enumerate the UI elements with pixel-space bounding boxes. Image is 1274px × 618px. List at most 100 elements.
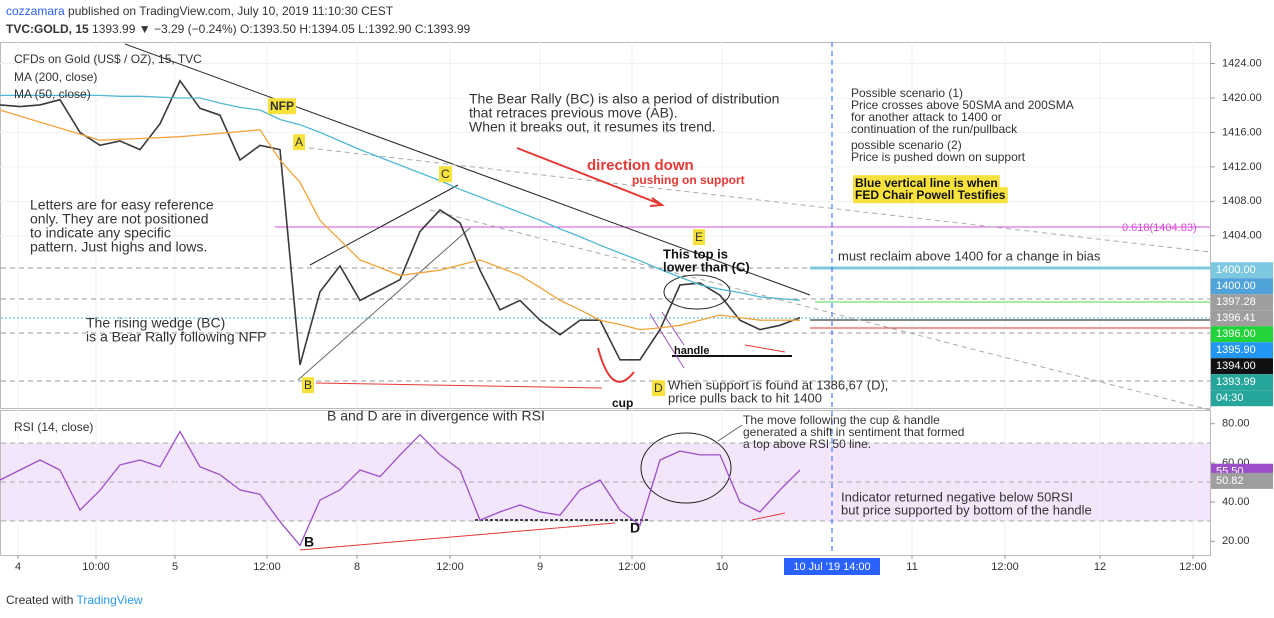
annotation: D (654, 381, 663, 395)
annotation: cup (612, 396, 633, 410)
annotation: pattern. Just highs and lows. (30, 239, 207, 255)
annotation-bg (439, 166, 452, 183)
y-tick-label: 20.00 (1222, 535, 1250, 547)
price-label-bg (1211, 326, 1273, 343)
axes: 1404.00 1408.00 1412.00 1416.00 1420.00 1424.… (15, 57, 1273, 575)
user[interactable]: cozzamara (6, 4, 65, 18)
rsi-panel (0, 410, 1211, 556)
circle (640, 432, 732, 504)
x-tick-label: 5 (172, 561, 178, 573)
series (0, 79, 801, 547)
series-line (0, 109, 800, 331)
footer: Created with TradingView (6, 593, 143, 607)
series-line (0, 79, 801, 366)
x-tick-label: 11 (906, 561, 917, 573)
y-tick-label: 80.00 (1222, 418, 1250, 430)
legend-main: CFDs on Gold (US$ / OZ), 15, TVC (14, 52, 202, 66)
grid (0, 42, 1210, 555)
countdown: 04:30 (1216, 392, 1244, 404)
y-tick-label: 1424.00 (1222, 57, 1262, 69)
header-line: cozzamara published on TradingView.com, … (6, 4, 394, 18)
rsi-divergence (299, 522, 616, 551)
price-label: 1394.00 (1216, 360, 1256, 372)
annotation: E (695, 230, 703, 244)
annotation: The Bear Rally (BC) is also a period of … (469, 91, 779, 107)
annotation-bg (853, 187, 1008, 204)
annotation: When it breaks out, it resumes its trend… (469, 119, 716, 135)
handle-channel (649, 313, 685, 369)
annotation: B and D are in divergence with RSI (327, 408, 545, 424)
price-label: 1396.41 (1216, 312, 1256, 324)
crosshair-label: 10 Jul '19 14:00 (793, 561, 870, 573)
annotation: price pulls back to hit 1400 (668, 390, 822, 405)
annotation: B (304, 378, 312, 392)
wedge-bottom (297, 227, 471, 381)
annotation-bg (268, 98, 296, 115)
price-label: 1400.00 (1216, 280, 1256, 292)
x-tick-label: 12:00 (253, 561, 281, 573)
price-label-bg (1211, 278, 1273, 295)
annotation: must reclaim above 1400 for a change in … (838, 248, 1101, 263)
rsi-title: RSI (14, close) (14, 420, 93, 434)
symbol: TVC:GOLD, 15 (6, 22, 89, 36)
annotation: a top above RSI 50 line. (743, 437, 871, 451)
x-tick-label: 9 (537, 561, 543, 573)
legend-ma50: MA (50, close) (14, 87, 91, 101)
annotation: The rising wedge (BC) (86, 315, 225, 331)
y-tick-label: 1408.00 (1222, 195, 1262, 207)
annotation: Blue vertical line is when (855, 176, 998, 190)
price-label-bg (1211, 294, 1273, 311)
annotation: B (304, 534, 314, 550)
price-label: 1400.00 (1216, 264, 1256, 276)
circle (663, 274, 731, 310)
annotation: generated a shift in sentiment that form… (743, 425, 964, 439)
annotation: FED Chair Powell Testifies (855, 188, 1006, 202)
y-tick-label: 1404.00 (1222, 230, 1262, 242)
legend-ma200: MA (200, close) (14, 70, 97, 84)
price-label-bg (1211, 310, 1273, 327)
price-label: 1396.00 (1216, 328, 1256, 340)
crosshair-bg (784, 558, 880, 575)
price-label-bg (1211, 342, 1273, 359)
x-tick-label: 4 (15, 561, 21, 573)
quote-line: TVC:GOLD, 15 1393.99 ▼ −3.29 (−0.24%) O:… (6, 22, 471, 36)
cup-curve (597, 347, 635, 383)
quote: 1393.99 ▼ −3.29 (−0.24%) O:1393.50 H:139… (92, 22, 470, 36)
annotation: Price crosses above 50SMA and 200SMA (851, 98, 1074, 112)
arrow-head (649, 197, 665, 207)
price-label: 1395.90 (1216, 344, 1256, 356)
footer-text: Created with (6, 593, 73, 607)
countdown-bg (1211, 390, 1273, 407)
rsi-arrow (751, 512, 786, 521)
x-tick-label: 12 (1094, 561, 1106, 573)
x-tick-label: 12:00 (436, 561, 464, 573)
annotation: direction down (587, 157, 694, 174)
x-tick-label: 12:00 (991, 561, 1019, 573)
arrow (516, 147, 661, 205)
y-tick-label: 1416.00 (1222, 126, 1262, 138)
y-tick-label: 1412.00 (1222, 161, 1262, 173)
annotation: for another attack to 1400 or (851, 110, 1002, 124)
support-line (315, 382, 603, 389)
annotation: possible scenario (2) (851, 138, 962, 152)
x-tick-label: 10:00 (82, 561, 110, 573)
series-line (0, 94, 801, 302)
wedge-top (309, 184, 459, 266)
value-label-bg (1211, 472, 1273, 489)
annotations: NFP A C E B D The Bear Rally (BC) is also a pe… (30, 86, 1197, 550)
red-arrow (744, 344, 786, 353)
annotation: Possible scenario (1) (851, 86, 963, 100)
trendline (124, 43, 811, 296)
annotation: This top is (663, 246, 728, 261)
annotation: lower than (C) (663, 259, 750, 274)
price-label-bg (1211, 358, 1273, 375)
annotation: NFP (270, 99, 294, 113)
annotation: is a Bear Rally following NFP (86, 329, 267, 345)
pointer (717, 424, 743, 442)
annotation-bg (652, 380, 665, 397)
annotation: A (295, 135, 303, 149)
annotation: The move following the cup & handle (743, 413, 940, 427)
price-label-bg (1211, 262, 1273, 279)
x-tick-label: 8 (354, 561, 360, 573)
footer-brand[interactable]: TradingView (77, 593, 143, 607)
